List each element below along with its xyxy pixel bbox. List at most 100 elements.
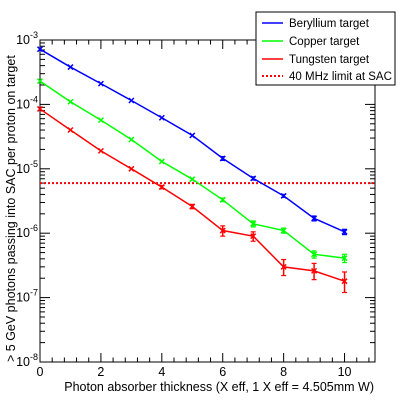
point-marker <box>250 220 257 227</box>
point-marker <box>189 203 196 210</box>
data-point <box>97 117 104 124</box>
point-marker <box>311 215 318 222</box>
data-point <box>128 165 135 172</box>
y-axis-label: > 5 GeV photons passing into SAC per pro… <box>4 55 18 362</box>
data-point <box>36 105 44 112</box>
point-marker <box>250 233 257 240</box>
data-point <box>219 225 226 237</box>
point-marker <box>158 114 165 121</box>
data-point <box>311 262 318 281</box>
data-point <box>311 250 318 259</box>
y-tick-label-base: 10 <box>16 291 30 305</box>
plot-frame <box>39 39 376 363</box>
y-tick-label-exponent: -6 <box>30 223 38 233</box>
legend-label-copper: Copper target <box>289 36 360 48</box>
legend-label-tungsten: Tungsten target <box>289 54 370 66</box>
y-tick-label-base: 10 <box>16 97 30 111</box>
y-tick-label-exponent: -7 <box>30 288 38 298</box>
legend-label-beryllium: Beryllium target <box>289 18 370 30</box>
series-tungsten <box>36 105 348 294</box>
data-point <box>341 228 348 236</box>
point-marker <box>219 155 226 162</box>
data-point <box>158 114 165 121</box>
point-marker <box>128 165 135 172</box>
data-point <box>280 227 287 234</box>
point-marker <box>311 267 318 274</box>
point-marker <box>67 126 74 134</box>
data-point <box>158 184 165 191</box>
point-marker <box>128 97 135 104</box>
y-tick-label-exponent: -8 <box>30 352 38 362</box>
point-marker <box>341 255 348 262</box>
data-point <box>158 158 165 165</box>
point-marker <box>128 136 135 143</box>
data-point <box>67 98 74 105</box>
y-tick-label-base: 10 <box>16 162 30 176</box>
y-tick-label-base: 10 <box>16 33 30 47</box>
point-marker <box>97 117 104 124</box>
point-marker <box>280 263 287 270</box>
y-tick-label-exponent: -3 <box>30 30 38 40</box>
y-tick-label: 10-4 <box>16 94 38 111</box>
series-beryllium <box>36 46 348 236</box>
point-marker <box>67 64 74 71</box>
y-tick-label: 10-6 <box>16 223 38 240</box>
y-tick-label: 10-3 <box>16 30 38 47</box>
data-point <box>250 220 257 228</box>
point-marker <box>341 278 348 285</box>
data-point <box>250 231 257 242</box>
data-point <box>128 136 135 143</box>
data-point <box>128 97 135 104</box>
point-marker <box>36 105 44 112</box>
data-point <box>250 175 257 182</box>
legend: Beryllium target Copper target Tungsten … <box>255 11 396 86</box>
data-point <box>189 176 196 183</box>
data-point <box>280 258 287 277</box>
legend-label-40mhz-limit: 40 MHz limit at SAC <box>289 71 392 83</box>
y-tick-label-base: 10 <box>16 226 30 240</box>
point-marker <box>97 80 104 87</box>
y-tick-label: 10-5 <box>16 159 38 176</box>
y-tick-label-exponent: -5 <box>30 159 38 169</box>
point-marker <box>311 251 318 258</box>
y-tick-label: 10-7 <box>16 288 38 305</box>
data-point <box>219 155 226 162</box>
data-point <box>311 215 318 222</box>
series-group <box>36 46 348 294</box>
data-point <box>67 64 74 71</box>
point-marker <box>67 98 74 105</box>
y-tick-label-base: 10 <box>16 355 30 369</box>
data-point <box>189 132 196 139</box>
point-marker <box>158 158 165 165</box>
x-tick-label: 6 <box>219 365 226 379</box>
data-point <box>341 253 348 264</box>
series-copper <box>36 78 348 264</box>
x-tick-label: 4 <box>158 365 165 379</box>
data-point <box>67 126 74 134</box>
point-marker <box>250 175 257 182</box>
data-point <box>97 147 104 154</box>
point-marker <box>341 228 348 235</box>
legend-box <box>255 11 396 86</box>
data-point <box>189 203 196 210</box>
point-marker <box>158 184 165 191</box>
y-tick-label: 10-8 <box>16 352 38 369</box>
y-tick-label-exponent: -4 <box>30 94 38 104</box>
point-marker <box>36 46 44 53</box>
x-tick-label: 0 <box>37 365 44 379</box>
data-point <box>36 46 44 53</box>
x-tick-label: 2 <box>97 365 104 379</box>
point-marker <box>189 132 196 139</box>
point-marker <box>280 192 287 199</box>
x-tick-label: 8 <box>280 365 287 379</box>
data-point <box>219 196 226 203</box>
x-axis-label: Photon absorber thickness (X eff, 1 X ef… <box>64 380 374 394</box>
point-marker <box>97 147 104 154</box>
data-point <box>36 78 44 85</box>
point-marker <box>280 227 287 234</box>
x-tick-label: 10 <box>338 365 352 379</box>
point-marker <box>189 176 196 183</box>
